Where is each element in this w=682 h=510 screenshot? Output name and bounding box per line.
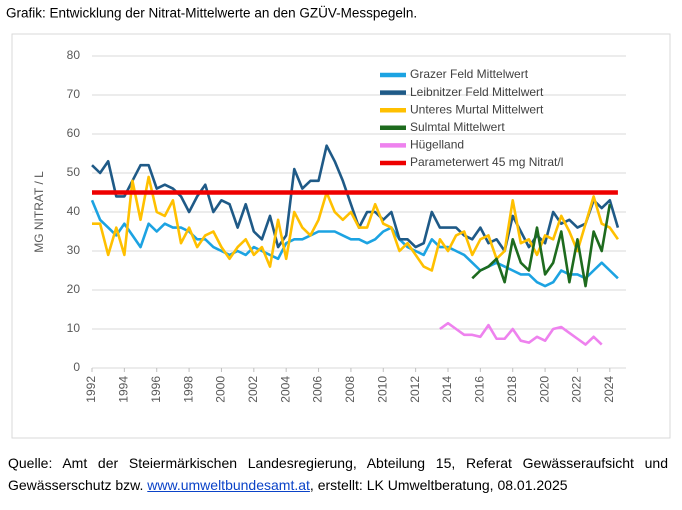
x-tick-label: 2020 [537,376,551,403]
heading: Grafik: Entwicklung der Nitrat-Mittelwer… [6,6,417,21]
x-tick-label: 1996 [149,376,163,403]
y-tick-label: 50 [67,165,81,179]
series-line [439,321,603,346]
y-tick-label: 30 [67,243,81,257]
y-tick-label: 0 [73,360,80,374]
source-text: , erstellt: LK Umweltberatung, 08.01.202… [309,477,568,493]
series-line [91,144,620,253]
series-line [92,175,619,272]
x-tick-label: 1998 [181,376,195,403]
x-tick-label: 1994 [117,376,131,403]
source-link[interactable]: www.umweltbundesamt.at [147,477,310,493]
legend-label: Parameterwert 45 mg Nitrat/l [410,155,563,169]
y-tick-label: 70 [67,87,81,101]
source-text: Quelle: Amt der Steiermärkischen Landesr… [8,455,668,493]
x-tick-label: 2012 [408,376,422,403]
x-tick-label: 2024 [602,376,616,403]
legend-label: Sulmtal Mittelwert [410,120,505,134]
y-tick-label: 80 [67,48,81,62]
y-tick-label: 10 [67,321,81,335]
x-tick-label: 2010 [375,376,389,403]
x-tick-label: 2022 [570,376,584,403]
x-tick-label: 1992 [84,376,98,403]
x-tick-label: 2014 [440,376,454,403]
series-line [471,203,612,288]
x-tick-label: 2016 [473,376,487,403]
y-tick-label: 20 [67,282,81,296]
x-tick-label: 2004 [278,376,292,403]
legend-label: Hügelland [410,138,464,152]
y-axis-label: MG NITRAT / L [32,171,46,253]
x-tick-label: 2018 [505,376,519,403]
y-tick-label: 40 [67,204,81,218]
legend-label: Leibnitzer Feld Mittelwert [410,85,544,99]
x-tick-label: 2008 [343,376,357,403]
series-line [90,199,619,288]
chart-frame [11,33,671,439]
chart: Grafik: Entwicklung der Nitrat-Mittelwer… [6,6,671,439]
source-note: Quelle: Amt der Steiermärkischen Landesr… [8,452,668,496]
legend-label: Unteres Murtal Mittelwert [410,102,544,116]
legend-label: Grazer Feld Mittelwert [410,67,529,81]
y-tick-label: 60 [67,126,81,140]
x-tick-label: 2000 [214,376,228,403]
x-tick-label: 2002 [246,376,260,403]
x-tick-label: 2006 [311,376,325,403]
